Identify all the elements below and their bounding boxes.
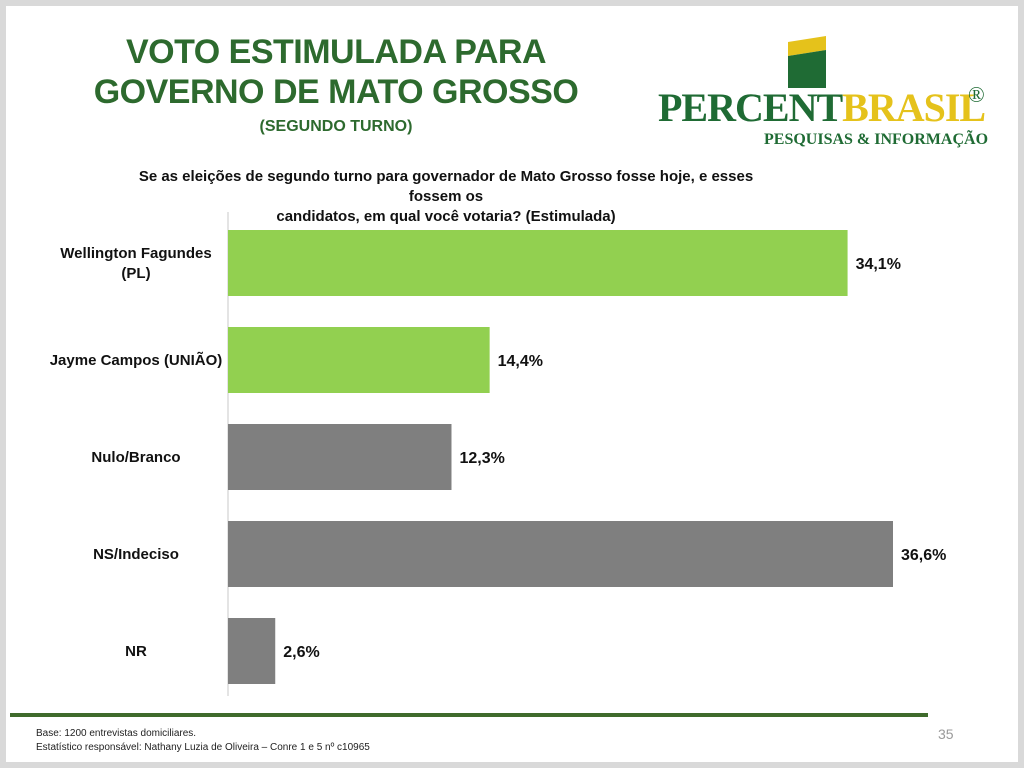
footnote-base: Base: 1200 entrevistas domiciliares. xyxy=(36,728,197,739)
page-number: 35 xyxy=(938,726,954,742)
category-labels: Wellington Fagundes (PL) Jayme Campos (UNI… xyxy=(50,245,223,660)
percentbrasil-logo: PERCENTBRASIL ® PESQUISAS & INFORMAÇÃO xyxy=(656,36,996,156)
logo-tagline: PESQUISAS & INFORMAÇÃO xyxy=(764,131,989,148)
category-label-1: Jayme Campos (UNIÃO) xyxy=(50,351,223,369)
value-label-3: 36,6% xyxy=(901,547,946,564)
question-line-1: Se as eleições de segundo turno para gov… xyxy=(138,168,754,205)
title-line-2: GOVERNO DE MATO GROSSO xyxy=(93,73,579,111)
logo-flag-icon xyxy=(788,36,826,88)
category-label-line: Wellington Fagundes xyxy=(60,245,211,262)
bar-3 xyxy=(228,521,893,587)
category-label-line: NS/Indeciso xyxy=(93,546,179,563)
bar-2 xyxy=(228,424,452,490)
bar-4 xyxy=(228,618,276,684)
category-label-3: NS/Indeciso xyxy=(93,546,179,563)
category-label-0: Wellington Fagundes (PL) xyxy=(60,245,211,282)
value-labels: 34,1% 14,4% 12,3% 36,6% 2,6% xyxy=(283,256,946,661)
bar-group xyxy=(228,230,893,684)
value-label-1: 14,4% xyxy=(498,353,543,370)
logo-brand-primary: PERCENT xyxy=(658,85,843,130)
logo-brand: PERCENTBRASIL xyxy=(658,84,986,131)
category-label-line: Jayme Campos (UNIÃO) xyxy=(50,351,223,369)
slide-title: VOTO ESTIMULADA PARA GOVERNO DE MATO GRO… xyxy=(76,32,596,112)
registered-mark: ® xyxy=(968,82,985,107)
survey-question: Se as eleições de segundo turno para gov… xyxy=(136,167,756,227)
question-line-2: candidatos, em qual você votaria? (Estim… xyxy=(276,208,616,225)
bar-0 xyxy=(228,230,848,296)
value-label-4: 2,6% xyxy=(283,644,319,661)
category-label-2: Nulo/Branco xyxy=(91,449,180,466)
slide: VOTO ESTIMULADA PARA GOVERNO DE MATO GRO… xyxy=(6,6,1018,762)
footnote-statistician: Estatístico responsável: Nathany Luzia d… xyxy=(36,742,370,753)
value-label-0: 34,1% xyxy=(856,256,901,273)
footer-divider xyxy=(10,713,928,717)
logo-brand-accent: BRASIL xyxy=(842,85,986,130)
category-label-line: (PL) xyxy=(121,265,150,282)
category-label-4: NR xyxy=(125,643,147,660)
slide-subtitle: (SEGUNDO TURNO) xyxy=(259,118,413,135)
category-label-line: NR xyxy=(125,643,147,660)
title-line-1: VOTO ESTIMULADA PARA xyxy=(125,33,547,71)
bar-1 xyxy=(228,327,490,393)
value-label-2: 12,3% xyxy=(459,450,504,467)
category-label-line: Nulo/Branco xyxy=(91,449,180,466)
bar-chart: Wellington Fagundes (PL) Jayme Campos (UNI… xyxy=(50,212,946,696)
